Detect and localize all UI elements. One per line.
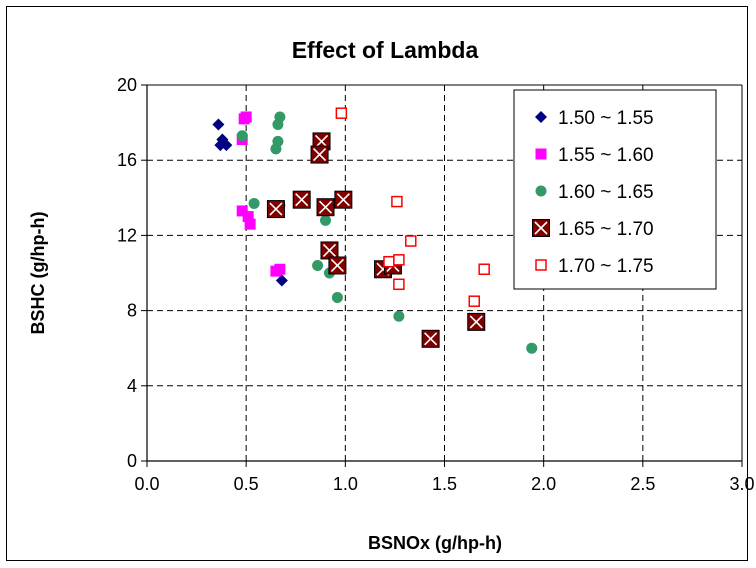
xbox-cross (336, 193, 350, 207)
legend-label-1: 1.50 ~ 1.55 (558, 108, 654, 129)
data-point-series-2 (244, 218, 256, 230)
x-tick-label: 1.0 (333, 474, 358, 494)
data-point-series-4 (310, 145, 329, 164)
data-point-series-5 (468, 295, 480, 307)
legend-marker-5 (535, 259, 547, 271)
data-point-series-4 (328, 256, 347, 275)
legend-label-3: 1.60 ~ 1.65 (558, 182, 654, 203)
data-point-series-3 (270, 143, 282, 155)
tick-labels: 0 4 8 12 16 20 0.0 0.5 1.0 1.5 2.0 2.5 3.0 (117, 75, 755, 494)
data-point-series-1 (220, 139, 233, 152)
data-point-series-5 (393, 278, 405, 291)
data-point-series-4 (421, 329, 440, 348)
y-tick-label: 16 (117, 150, 137, 170)
x-tick-label: 1.5 (432, 474, 457, 494)
data-point-series-3 (236, 130, 248, 142)
data-point-series-5 (335, 107, 348, 119)
legend-marker-3 (535, 185, 547, 197)
xbox-cross (314, 134, 329, 148)
xbox-cross (269, 202, 283, 216)
legend-label-5: 1.70 ~ 1.75 (558, 256, 654, 277)
data-point-series-4 (320, 241, 339, 260)
legend: 1.50 ~ 1.55 1.55 ~ 1.60 1.60 ~ 1.65 1.65 ~ … (513, 89, 717, 290)
chart-title: Effect of Lambda (292, 37, 479, 63)
data-point-series-4 (292, 190, 311, 209)
data-point-series-4 (266, 200, 285, 219)
y-tick-label: 0 (127, 451, 137, 471)
data-point-series-2 (236, 205, 248, 217)
y-axis-label: BSHC (g/hp-h) (28, 212, 48, 335)
data-point-series-2 (274, 263, 286, 275)
legend-label-4: 1.65 ~ 1.70 (558, 219, 654, 240)
y-tick-label: 4 (127, 376, 137, 396)
xbox-cross (322, 243, 337, 258)
data-point-series-3 (248, 197, 260, 209)
y-tick-label: 12 (117, 225, 137, 245)
data-point-series-3 (393, 310, 405, 322)
data-point-series-2 (242, 211, 254, 223)
data-point-series-4 (316, 198, 335, 217)
data-point-series-5 (391, 195, 403, 208)
x-tick-label: 0.5 (234, 474, 259, 494)
xbox-cross (295, 193, 309, 207)
y-tick-label: 20 (117, 75, 137, 95)
xbox-cross (312, 147, 327, 162)
xbox-cross (534, 221, 548, 235)
y-tick-label: 8 (127, 301, 137, 321)
data-point-series-5 (478, 263, 490, 275)
x-tick-label: 3.0 (729, 474, 754, 494)
xbox-cross (330, 258, 344, 273)
data-point-series-3 (526, 342, 538, 354)
legend-marker-1 (535, 111, 547, 123)
x-tick-label: 2.5 (630, 474, 655, 494)
data-point-series-3 (274, 111, 286, 123)
xbox-cross (424, 332, 438, 346)
legend-marker-2 (535, 148, 547, 160)
data-points (212, 107, 538, 354)
data-point-series-5 (405, 235, 417, 247)
data-point-series-2 (240, 111, 252, 123)
data-point-series-1 (275, 274, 288, 287)
data-point-series-3 (331, 291, 343, 303)
data-point-series-4 (334, 190, 353, 209)
xbox-cross (318, 200, 333, 214)
legend-marker-4 (532, 219, 550, 237)
data-point-series-3 (320, 214, 331, 226)
legend-box (513, 89, 717, 290)
data-point-series-1 (212, 118, 225, 131)
x-tick-label: 2.0 (531, 474, 556, 494)
data-point-series-5 (383, 255, 395, 268)
legend-label-2: 1.55 ~ 1.60 (558, 145, 654, 166)
data-point-series-4 (467, 312, 486, 331)
xbox-cross (469, 315, 483, 329)
data-point-series-5 (393, 254, 405, 266)
data-point-series-3 (312, 259, 324, 271)
x-axis-label: BSNOx (g/hp-h) (368, 533, 502, 553)
axes (141, 84, 743, 467)
x-tick-label: 0.0 (134, 474, 159, 494)
